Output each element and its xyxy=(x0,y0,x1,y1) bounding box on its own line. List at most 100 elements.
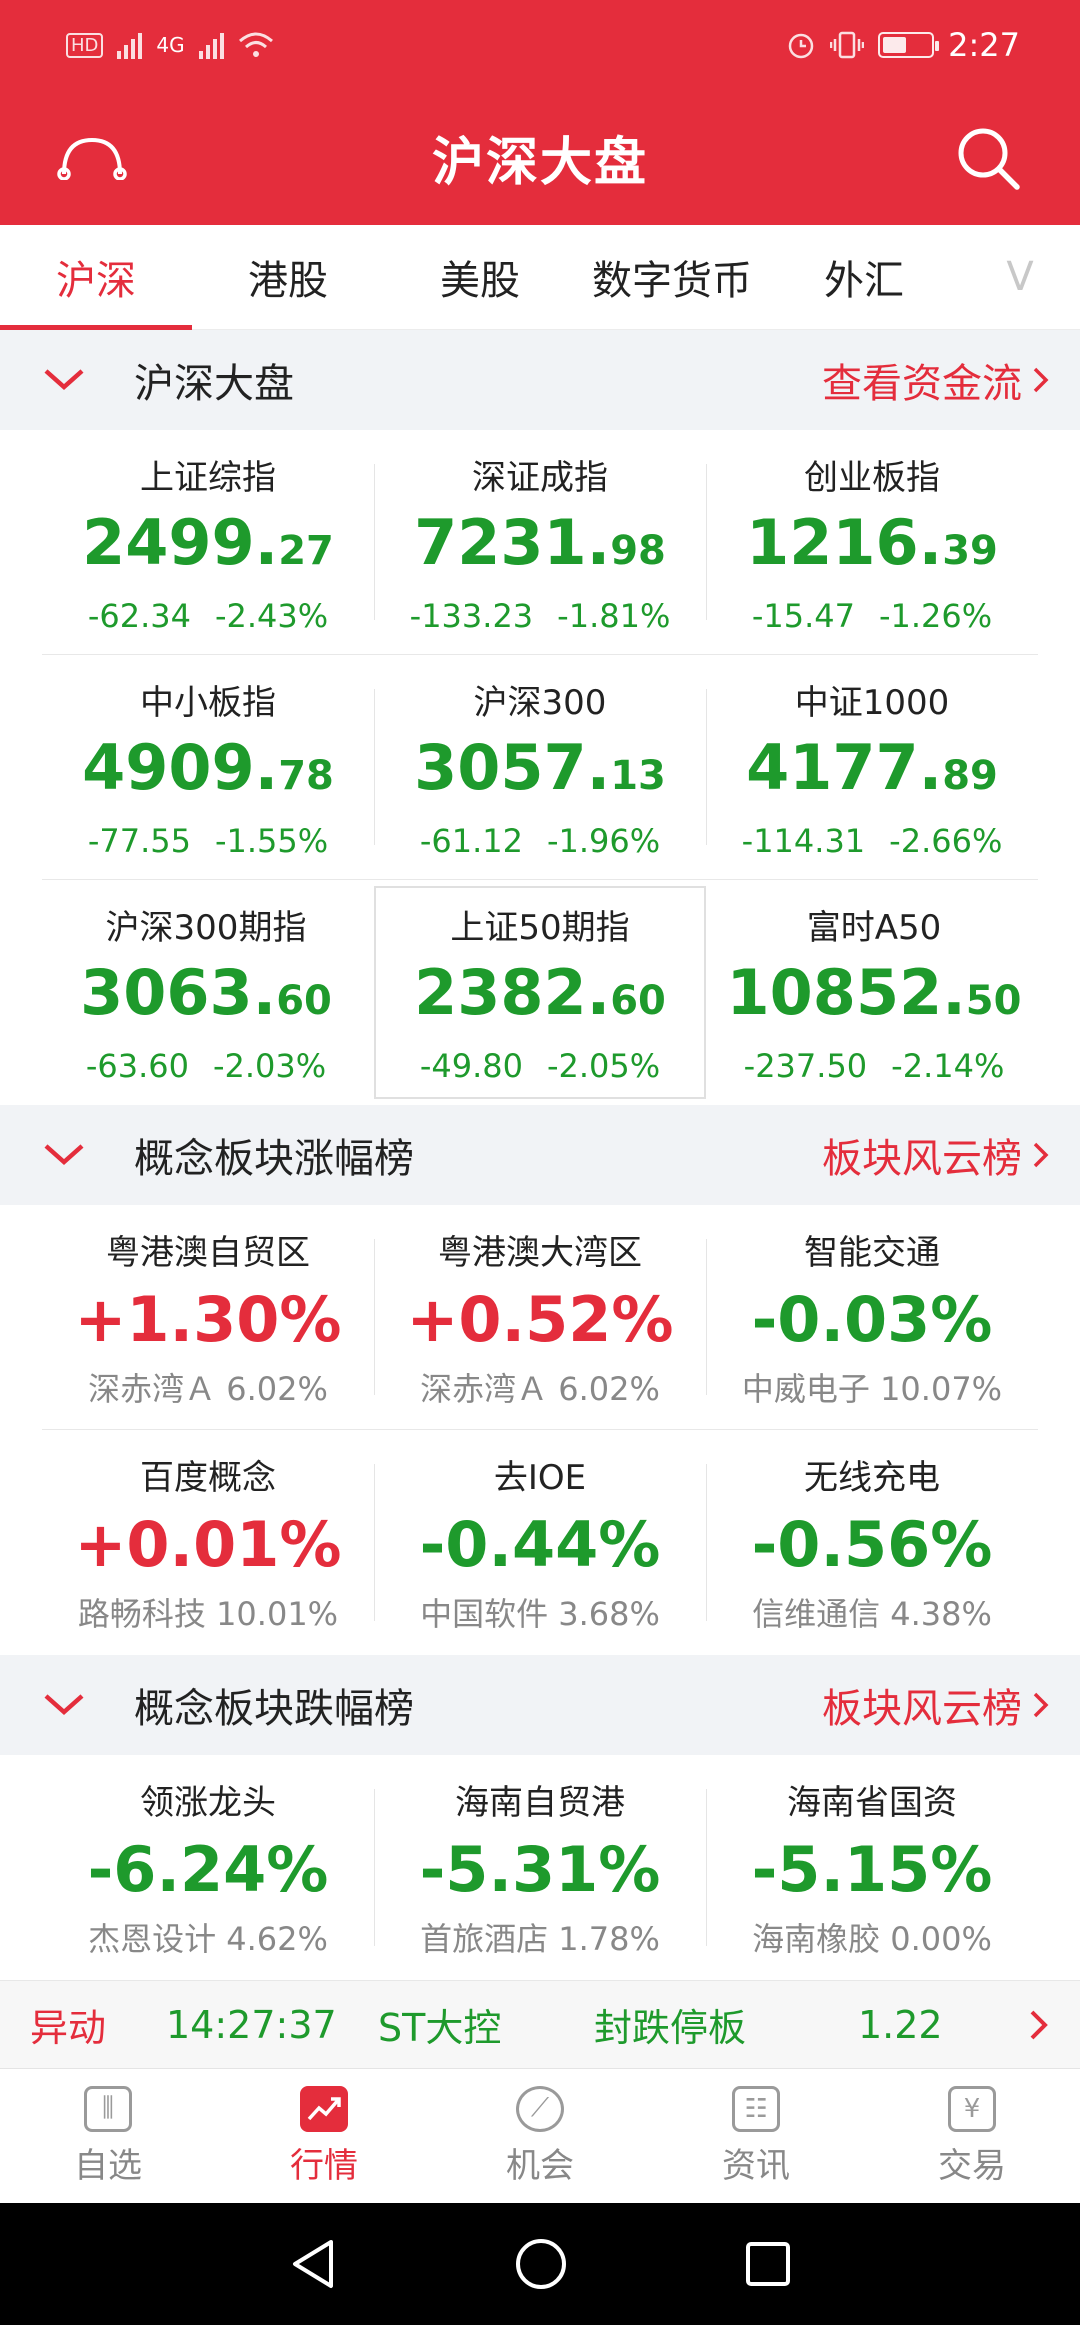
nav-label: 资讯 xyxy=(722,2145,790,2186)
nav-opportunity[interactable]: ⟋ 机会 xyxy=(432,2069,648,2203)
change-percent: -1.26% xyxy=(878,596,993,635)
index-name: 中小板指 xyxy=(140,682,276,723)
vibrate-icon xyxy=(830,31,865,59)
index-value-dec: 60 xyxy=(276,978,332,1024)
sector-change: -5.15% xyxy=(751,1833,993,1906)
change-points: -49.80 xyxy=(419,1047,523,1085)
nav-news[interactable]: ☷ 资讯 xyxy=(648,2069,864,2203)
chevron-right-icon[interactable] xyxy=(1010,2008,1050,2042)
index-value: 1216.39 xyxy=(746,505,998,589)
index-value-int: 7231. xyxy=(414,505,611,579)
nav-trade[interactable]: ¥ 交易 xyxy=(864,2069,1080,2203)
index-value: 2382.60 xyxy=(414,955,666,1039)
change-percent: -2.14% xyxy=(891,1047,1005,1085)
sector-name: 粤港澳自贸区 xyxy=(106,1232,310,1273)
index-change: -63.60 -2.03% xyxy=(86,1047,326,1085)
index-value: 3057.13 xyxy=(414,730,666,814)
index-card[interactable]: 富时A50 10852.50 -237.50 -2.14% xyxy=(710,880,1038,1105)
ticker-event: 封跌停板 xyxy=(594,2006,747,2050)
sector-card[interactable]: 百度概念 +0.01% 路畅科技 10.01% xyxy=(42,1430,374,1655)
tab-hushen[interactable]: 沪深 xyxy=(0,225,192,330)
index-card[interactable]: 上证综指 2499.27 -62.34 -2.43% xyxy=(42,430,374,654)
market-icon xyxy=(300,2085,348,2132)
index-name: 中证1000 xyxy=(794,682,950,723)
sector-card[interactable]: 去IOE -0.44% 中国软件 3.68% xyxy=(374,1430,706,1655)
chevron-down-icon[interactable] xyxy=(42,1140,86,1170)
index-name: 上证50期指 xyxy=(450,908,630,948)
index-value-dec: 78 xyxy=(278,752,334,799)
index-change: -114.31 -2.66% xyxy=(742,822,1003,860)
sector-ranking-link[interactable]: 板块风云榜 xyxy=(822,1676,1050,1734)
index-name: 沪深300期指 xyxy=(105,908,307,948)
home-icon[interactable] xyxy=(513,2236,569,2292)
change-points: -77.55 xyxy=(87,821,191,860)
sector-name: 去IOE xyxy=(493,1458,587,1498)
sector-card[interactable]: 粤港澳自贸区 +1.30% 深赤湾Ａ 6.02% xyxy=(42,1205,374,1429)
index-value: 7231.98 xyxy=(414,505,666,589)
section-title: 概念板块涨幅榜 xyxy=(134,1136,414,1182)
tab-us[interactable]: 美股 xyxy=(440,258,520,304)
index-card[interactable]: 沪深300期指 3063.60 -63.60 -2.03% xyxy=(42,880,370,1105)
status-time: 2:27 xyxy=(948,26,1020,64)
leaf-icon: ⟋ xyxy=(516,2085,564,2132)
index-card-selected[interactable]: 上证50期指 2382.60 -49.80 -2.05% xyxy=(374,886,706,1099)
chevron-down-icon[interactable] xyxy=(42,365,86,395)
index-row: 沪深300期指 3063.60 -63.60 -2.03% 上证50期指 2382… xyxy=(42,880,1038,1105)
tabs-more-button[interactable]: V xyxy=(1006,254,1034,300)
index-name: 深证成指 xyxy=(472,457,608,498)
wifi-icon xyxy=(238,32,273,57)
index-card[interactable]: 沪深300 3057.13 -61.12 -1.96% xyxy=(374,655,706,879)
headset-button[interactable] xyxy=(56,122,128,194)
index-value-dec: 39 xyxy=(942,527,998,574)
sector-leader: 深赤湾Ａ 6.02% xyxy=(420,1369,660,1408)
index-card[interactable]: 中证1000 4177.89 -114.31 -2.66% xyxy=(706,655,1038,879)
sector-ranking-link[interactable]: 板块风云榜 xyxy=(822,1126,1050,1184)
index-card[interactable]: 创业板指 1216.39 -15.47 -1.26% xyxy=(706,430,1038,654)
index-value-dec: 98 xyxy=(610,527,666,574)
sector-name: 海南自贸港 xyxy=(455,1783,625,1823)
gainers-grid: 粤港澳自贸区 +1.30% 深赤湾Ａ 6.02% 粤港澳大湾区 +0.52% 深… xyxy=(0,1205,1080,1655)
section-header-gainers: 概念板块涨幅榜 板块风云榜 xyxy=(0,1105,1080,1205)
section-title: 概念板块跌幅榜 xyxy=(134,1686,414,1732)
nav-market[interactable]: 行情 xyxy=(216,2069,432,2203)
sector-card[interactable]: 领涨龙头 -6.24% 杰恩设计 4.62% xyxy=(42,1755,374,1980)
search-button[interactable] xyxy=(952,122,1024,194)
sector-row: 粤港澳自贸区 +1.30% 深赤湾Ａ 6.02% 粤港澳大湾区 +0.52% 深… xyxy=(42,1205,1038,1430)
chevron-down-icon[interactable] xyxy=(42,1690,86,1720)
section-header-losers: 概念板块跌幅榜 板块风云榜 xyxy=(0,1655,1080,1755)
sector-card[interactable]: 海南自贸港 -5.31% 首旅酒店 1.78% xyxy=(374,1755,706,1980)
sector-card[interactable]: 智能交通 -0.03% 中威电子 10.07% xyxy=(706,1205,1038,1429)
index-change: -133.23 -1.81% xyxy=(410,597,671,635)
nav-label: 交易 xyxy=(938,2145,1006,2186)
capital-flow-link[interactable]: 查看资金流 xyxy=(822,351,1050,409)
market-tabs: 沪深 港股 美股 数字货币 外汇 V xyxy=(0,225,1080,330)
index-change: -237.50 -2.14% xyxy=(744,1047,1005,1085)
status-bar: HD 4G 2:27 xyxy=(0,0,1080,90)
nav-label: 自选 xyxy=(74,2145,142,2186)
sector-card[interactable]: 粤港澳大湾区 +0.52% 深赤湾Ａ 6.02% xyxy=(374,1205,706,1429)
change-percent: -1.81% xyxy=(557,596,671,635)
tab-crypto[interactable]: 数字货币 xyxy=(592,258,752,304)
signal-icon xyxy=(117,31,143,59)
index-value-dec: 13 xyxy=(610,752,666,799)
index-card[interactable]: 中小板指 4909.78 -77.55 -1.55% xyxy=(42,655,374,879)
back-icon[interactable] xyxy=(287,2236,339,2292)
page-title: 沪深大盘 xyxy=(431,133,648,193)
sector-name: 百度概念 xyxy=(140,1458,276,1498)
change-percent: -2.66% xyxy=(889,821,1003,860)
tab-forex[interactable]: 外汇 xyxy=(824,258,904,304)
movement-ticker[interactable]: 异动 14:27:37 ST大控 封跌停板 1.22 xyxy=(0,1980,1080,2068)
bottom-nav: ⫼ 自选 行情 ⟋ 机会 ☷ 资讯 ¥ 交易 xyxy=(0,2068,1080,2203)
index-value: 2499.27 xyxy=(82,505,334,589)
index-row: 中小板指 4909.78 -77.55 -1.55% 沪深300 3057.13 … xyxy=(42,655,1038,880)
link-label: 板块风云榜 xyxy=(822,1136,1022,1182)
link-label: 板块风云榜 xyxy=(822,1686,1022,1732)
nav-watchlist[interactable]: ⫼ 自选 xyxy=(0,2069,216,2203)
tab-hk[interactable]: 港股 xyxy=(248,258,328,304)
headset-icon xyxy=(57,137,127,180)
index-card[interactable]: 深证成指 7231.98 -133.23 -1.81% xyxy=(374,430,706,654)
sector-card[interactable]: 海南省国资 -5.15% 海南橡胶 0.00% xyxy=(706,1755,1038,1980)
recents-icon[interactable] xyxy=(743,2239,793,2289)
chevron-right-icon xyxy=(1033,367,1049,393)
sector-card[interactable]: 无线充电 -0.56% 信维通信 4.38% xyxy=(706,1430,1038,1655)
